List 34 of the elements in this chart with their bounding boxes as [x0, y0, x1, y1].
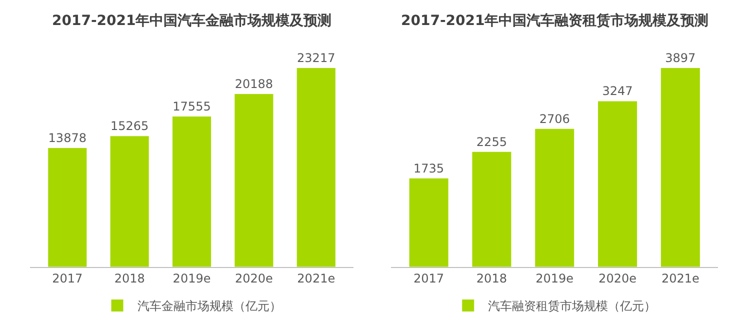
- bar: [409, 178, 448, 267]
- x-tick-label: 2020e: [598, 271, 636, 286]
- data-label: 1735: [414, 161, 444, 176]
- x-tick-label: 2019e: [536, 271, 574, 286]
- data-label: 2255: [476, 134, 507, 149]
- bar: [172, 116, 212, 267]
- data-label: 23217: [297, 51, 336, 66]
- x-tick-label: 2017: [52, 271, 83, 286]
- bar: [110, 136, 149, 267]
- legend-label: 汽车融资租赁市场规模（亿元）: [488, 299, 656, 314]
- x-tick-label: 2021e: [297, 271, 336, 286]
- data-label: 3247: [602, 84, 633, 98]
- chart-title: 2017-2021年中国汽车融资租赁市场规模及预测: [401, 12, 709, 29]
- data-label: 13878: [48, 131, 86, 146]
- bar: [660, 68, 700, 267]
- x-tick-label: 2019e: [172, 271, 211, 286]
- bar: [48, 148, 87, 267]
- data-label: 15265: [110, 119, 149, 134]
- bar: [472, 152, 512, 267]
- x-tick-label: 2021e: [661, 271, 700, 286]
- bar: [296, 68, 336, 267]
- bar: [535, 128, 574, 267]
- legend-label: 汽车金融市场规模（亿元）: [137, 299, 282, 314]
- x-tick-label: 2018: [476, 271, 507, 286]
- data-label: 3897: [665, 51, 696, 66]
- chart-title: 2017-2021年中国汽车金融市场规模及预测: [52, 12, 332, 29]
- x-tick-label: 2018: [114, 271, 145, 286]
- x-tick-label: 2020e: [234, 271, 273, 286]
- data-label: 17555: [172, 100, 211, 114]
- x-tick-label: 2017: [414, 271, 444, 286]
- data-label: 20188: [234, 77, 274, 91]
- data-label: 2706: [539, 112, 570, 126]
- bar: [234, 94, 274, 267]
- bar: [598, 101, 638, 267]
